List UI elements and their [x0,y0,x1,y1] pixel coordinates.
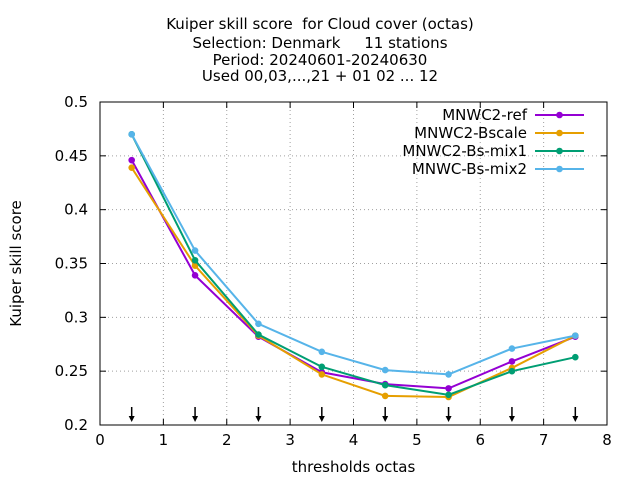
series-3 [128,131,579,399]
data-point [445,371,452,378]
threshold-arrow [382,407,389,422]
series-line [130,133,576,376]
y-tick-label: 0.35 [55,255,88,273]
legend-marker [556,147,563,155]
data-point [445,391,452,399]
x-tick-label: 5 [412,431,422,449]
data-point [318,348,326,356]
y-tick-label: 0.45 [55,147,88,165]
y-tick-label: 0.2 [64,416,88,434]
threshold-arrow [255,407,262,422]
data-point [318,363,326,371]
chart-title-line-3: Period: 20240601-20240630 [212,51,428,69]
axis-ticks [99,101,608,426]
chart-title-line-2: Selection: Denmark 11 stations [192,34,448,52]
chart-title-line-1: Kuiper skill score for Cloud cover (octa… [166,15,474,33]
data-point [318,371,326,378]
data-point [191,247,199,254]
x-tick-label: 1 [159,431,169,449]
threshold-arrow [318,407,325,422]
legend-label: MNWC2-Bs-mix1 [402,142,527,160]
plot-frame [99,101,608,426]
data-point [445,385,452,392]
legend-label: MNWC-Bs-mix2 [412,160,527,178]
legend-label: MNWC2-Bscale [414,124,527,142]
data-point [255,320,262,328]
data-point [508,358,516,365]
legend-marker [556,165,563,173]
legend: MNWC2-refMNWC2-BscaleMNWC2-Bs-mix1MNWC-B… [402,106,584,178]
threshold-arrow-head [508,416,515,422]
data-point [128,164,135,171]
threshold-arrow [508,407,515,422]
threshold-arrow [128,407,135,422]
y-tick-label: 0.3 [64,308,88,326]
y-tick-labels: 0.2 0.25 0.3 0.35 0.4 0.45 0.5 [55,93,88,434]
threshold-arrow-head [192,416,199,422]
threshold-arrow-head [572,416,579,422]
data-point [508,367,516,375]
data-point [381,392,389,400]
y-axis-label: Kuiper skill score [7,200,25,327]
data-point [128,131,135,138]
x-axis-label: thresholds octas [292,458,416,476]
threshold-arrow [572,407,579,422]
data-point [191,262,199,269]
y-tick-label: 0.5 [64,93,88,111]
grid-lines [100,102,607,425]
x-tick-label: 7 [539,431,549,449]
y-tick-label: 0.25 [55,362,88,380]
data-point [191,272,199,279]
data-point [572,332,579,339]
data-point [128,156,135,164]
threshold-arrow-head [318,416,325,422]
series-line [130,133,576,396]
threshold-arrow-head [445,416,452,422]
threshold-arrow [445,407,452,422]
x-tick-label: 0 [95,431,105,449]
threshold-arrow-head [255,416,262,422]
x-tick-label: 8 [602,431,612,449]
x-tick-labels: 0 1 2 3 4 5 6 7 8 [95,431,612,449]
series-4 [128,131,579,378]
series-line [130,159,576,390]
data-point [191,256,199,264]
series-line [130,167,576,399]
data-point [381,366,389,374]
data-point [381,381,389,389]
data-point [255,331,262,338]
threshold-arrow-head [128,416,135,422]
x-tick-label: 3 [285,431,295,449]
data-point [572,353,579,361]
legend-marker [556,111,563,119]
x-tick-label: 2 [222,431,232,449]
legend-marker [556,129,563,137]
data-point [508,345,516,352]
series-lines [128,131,579,401]
y-tick-label: 0.4 [64,201,88,219]
threshold-arrows [128,407,579,422]
threshold-arrow-head [382,416,389,422]
x-tick-label: 6 [475,431,485,449]
chart-title-line-4: Used 00,03,...,21 + 01 02 ... 12 [201,67,439,85]
x-tick-label: 4 [349,431,359,449]
threshold-arrow [192,407,199,422]
legend-label: MNWC2-ref [442,106,527,124]
